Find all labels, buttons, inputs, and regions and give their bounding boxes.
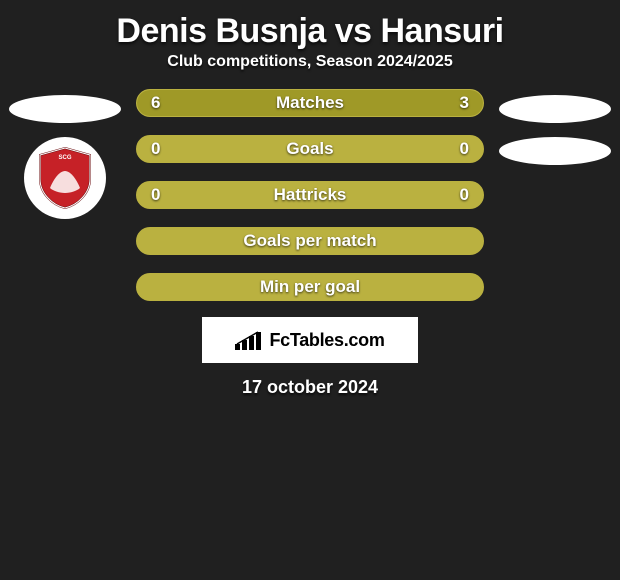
- stat-label: Goals: [286, 139, 333, 159]
- stat-value-right: 3: [460, 93, 469, 113]
- stat-value-right: 0: [460, 185, 469, 205]
- page-subtitle: Club competitions, Season 2024/2025: [0, 53, 620, 89]
- stat-value-right: 0: [460, 139, 469, 159]
- shield-icon: SCG: [30, 143, 100, 213]
- comparison-row: SCG 6 Matches 3 0 Goals 0 0 Hattricks 0 Goals per…: [0, 89, 620, 301]
- chart-icon: [235, 330, 263, 350]
- right-player-col: [490, 89, 620, 165]
- left-player-col: SCG: [0, 89, 130, 219]
- stat-label: Hattricks: [274, 185, 347, 205]
- footer: FcTables.com 17 october 2024: [0, 301, 620, 398]
- stat-label: Matches: [276, 93, 344, 113]
- stat-bar: Min per goal: [136, 273, 484, 301]
- stat-bar: 6 Matches 3: [136, 89, 484, 117]
- right-player-avatar: [499, 95, 611, 123]
- source-label: FcTables.com: [269, 330, 384, 351]
- right-player-avatar-2: [499, 137, 611, 165]
- date-stamp: 17 october 2024: [242, 377, 378, 398]
- left-club-badge: SCG: [24, 137, 106, 219]
- left-player-avatar: [9, 95, 121, 123]
- stat-value-left: 0: [151, 139, 160, 159]
- svg-text:SCG: SCG: [58, 155, 71, 161]
- stat-bar: 0 Hattricks 0: [136, 181, 484, 209]
- stat-value-left: 0: [151, 185, 160, 205]
- stat-value-left: 6: [151, 93, 160, 113]
- stat-bar: Goals per match: [136, 227, 484, 255]
- stat-label: Min per goal: [260, 277, 360, 297]
- stat-label: Goals per match: [243, 231, 376, 251]
- page-title: Denis Busnja vs Hansuri: [0, 0, 620, 53]
- stat-bar: 0 Goals 0: [136, 135, 484, 163]
- source-badge: FcTables.com: [202, 317, 418, 363]
- stats-bars: 6 Matches 3 0 Goals 0 0 Hattricks 0 Goals per mat…: [130, 89, 490, 301]
